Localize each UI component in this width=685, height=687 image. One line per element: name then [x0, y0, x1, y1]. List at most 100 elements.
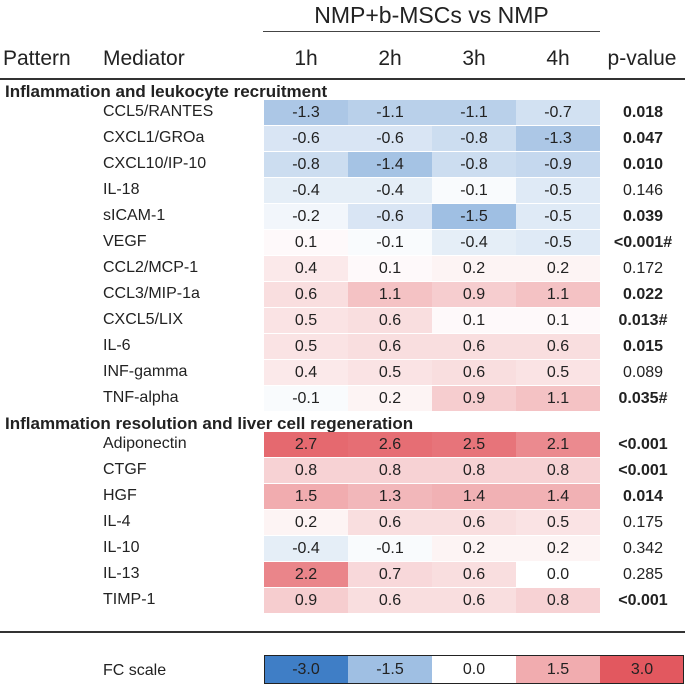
heatmap-cell: 0.1 — [432, 308, 516, 333]
heatmap-cell: 0.5 — [264, 334, 348, 359]
heatmap-cell: 0.6 — [348, 510, 432, 535]
heatmap-cell: 1.1 — [348, 282, 432, 307]
p-value: 0.039 — [622, 208, 664, 225]
heatmap-cell: 1.3 — [348, 484, 432, 509]
p-value: 0.018 — [622, 104, 664, 121]
heatmap-cell: 2.5 — [432, 432, 516, 457]
scale-stop: 1.5 — [516, 656, 600, 684]
p-value: 0.175 — [622, 514, 664, 531]
heatmap-cell: 0.6 — [264, 282, 348, 307]
mediator-label: VEGF — [103, 233, 147, 250]
heatmap-cell: 0.2 — [432, 256, 516, 281]
mediator-label: INF-gamma — [103, 363, 188, 380]
column-header-pattern: Pattern — [3, 47, 71, 70]
heatmap-cell: 0.0 — [516, 562, 600, 587]
heatmap-cell: -0.6 — [348, 126, 432, 151]
column-header-mediator: Mediator — [103, 47, 185, 70]
heatmap-cell: 0.6 — [432, 510, 516, 535]
p-value: <0.001# — [613, 234, 673, 251]
p-value: <0.001 — [618, 462, 668, 479]
p-value: 0.014 — [622, 488, 664, 505]
heatmap-cell: 0.6 — [432, 562, 516, 587]
heatmap-cell: -1.1 — [432, 100, 516, 125]
heatmap-cell: 0.6 — [348, 334, 432, 359]
mediator-label: CTGF — [103, 461, 147, 478]
mediator-label: TIMP-1 — [103, 591, 156, 608]
heatmap-cell: -0.6 — [264, 126, 348, 151]
p-value: 0.285 — [622, 566, 664, 583]
scale-stop: -1.5 — [348, 656, 432, 684]
p-value: 0.342 — [622, 540, 664, 557]
heatmap-cell: -0.7 — [516, 100, 600, 125]
mediator-label: Adiponectin — [103, 435, 187, 452]
p-value: 0.172 — [622, 260, 664, 277]
heatmap-cell: 0.6 — [516, 334, 600, 359]
heatmap-cell: 0.2 — [432, 536, 516, 561]
group-header: NMP+b-MSCs vs NMP — [0, 2, 685, 32]
heatmap-cell: -1.5 — [432, 204, 516, 229]
heatmap-cell: 0.5 — [264, 308, 348, 333]
heatmap-cell: 0.6 — [432, 360, 516, 385]
p-value: <0.001 — [618, 592, 668, 609]
heatmap-cell: -0.5 — [516, 230, 600, 255]
p-value: 0.089 — [622, 364, 664, 381]
heatmap-cell: -1.3 — [264, 100, 348, 125]
heatmap-cell: 0.7 — [348, 562, 432, 587]
heatmap-cell: -0.2 — [264, 204, 348, 229]
heatmap-cell: 0.2 — [516, 256, 600, 281]
heatmap-cell: 0.6 — [432, 588, 516, 613]
heatmap-cell: 2.1 — [516, 432, 600, 457]
heatmap-cell: -0.1 — [348, 536, 432, 561]
heatmap-cell: 0.8 — [516, 458, 600, 483]
heatmap-cell: 2.6 — [348, 432, 432, 457]
mediator-label: CCL2/MCP-1 — [103, 259, 199, 276]
heatmap-cell: -0.1 — [348, 230, 432, 255]
heatmap-cell: 0.4 — [264, 256, 348, 281]
heatmap-cell: 0.5 — [348, 360, 432, 385]
heatmap-cell: -0.1 — [264, 386, 348, 411]
heatmap-cell: -0.4 — [432, 230, 516, 255]
heatmap-cell: 1.4 — [432, 484, 516, 509]
heatmap-cell: 0.5 — [516, 360, 600, 385]
heatmap-cell: 0.5 — [516, 510, 600, 535]
heatmap-cell: 0.2 — [348, 386, 432, 411]
mediator-label: IL-13 — [103, 565, 140, 582]
heatmap-cell: 1.4 — [516, 484, 600, 509]
mediator-label: HGF — [103, 487, 137, 504]
heatmap-cell: 0.9 — [264, 588, 348, 613]
heatmap-cell: -0.4 — [264, 536, 348, 561]
mediator-label: CXCL10/IP-10 — [103, 155, 207, 172]
section-title: Inflammation and leukocyte recruitment — [5, 82, 328, 101]
mediator-label: CXCL1/GROa — [103, 129, 205, 146]
heatmap-cell: -0.8 — [264, 152, 348, 177]
mediator-label: IL-18 — [103, 181, 140, 198]
heatmap-cell: 0.6 — [432, 334, 516, 359]
heatmap-cell: 0.1 — [348, 256, 432, 281]
p-value: 0.010 — [622, 156, 664, 173]
heatmap-cell: 0.8 — [264, 458, 348, 483]
heatmap-cell: 0.9 — [432, 282, 516, 307]
scale-stop: 3.0 — [600, 656, 684, 684]
heatmap-cell: -0.4 — [348, 178, 432, 203]
mediator-label: IL-6 — [103, 337, 131, 354]
heatmap-cell: 1.5 — [264, 484, 348, 509]
group-underline — [263, 31, 600, 32]
p-value: 0.035# — [618, 390, 668, 407]
mediator-label: CXCL5/LIX — [103, 311, 184, 328]
heatmap-cell: -0.5 — [516, 178, 600, 203]
heatmap-cell: -1.3 — [516, 126, 600, 151]
heatmap-cell: -0.6 — [348, 204, 432, 229]
heatmap-cell: 0.1 — [516, 308, 600, 333]
column-header-4h: 4h — [546, 47, 570, 70]
p-value: 0.015 — [622, 338, 664, 355]
heatmap-cell: -0.1 — [432, 178, 516, 203]
p-value: 0.146 — [622, 182, 664, 199]
heatmap-cell: -0.8 — [432, 152, 516, 177]
heatmap-cell: 0.8 — [432, 458, 516, 483]
heatmap-cell: -1.4 — [348, 152, 432, 177]
mediator-label: TNF-alpha — [103, 389, 179, 406]
p-value: 0.022 — [622, 286, 664, 303]
p-value: 0.013# — [618, 312, 668, 329]
heatmap-cell: 0.8 — [516, 588, 600, 613]
heatmap-cell: -1.1 — [348, 100, 432, 125]
